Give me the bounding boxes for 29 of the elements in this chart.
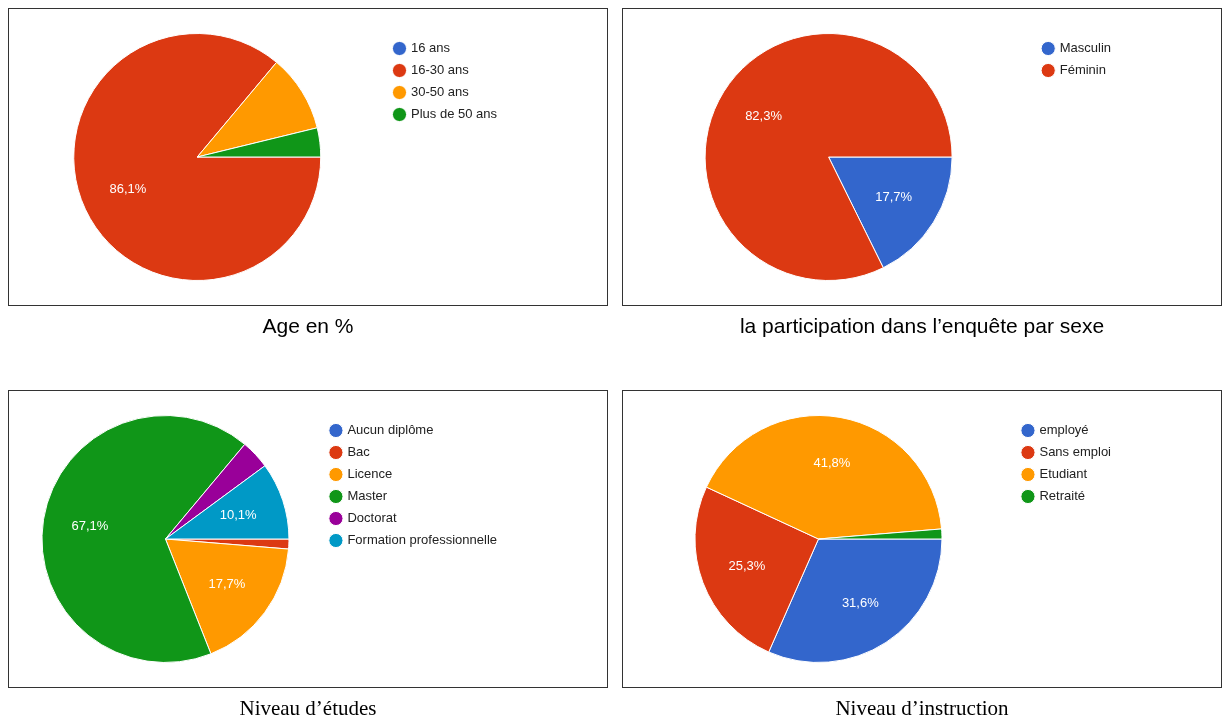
legend-label: Retraité xyxy=(1039,488,1085,504)
data-label: 17,7% xyxy=(875,189,913,204)
legend-label: Formation professionnelle xyxy=(347,532,497,548)
legend-label: Doctorat xyxy=(347,510,397,526)
data-label: 82,3% xyxy=(745,108,783,124)
legend-label: Féminin xyxy=(1059,62,1106,78)
legend-label: Sans emploi xyxy=(1039,444,1112,460)
legend-label: Aucun diplôme xyxy=(347,422,434,438)
legend-label: employé xyxy=(1039,422,1089,438)
data-label: 31,6% xyxy=(841,594,880,610)
data-label: 41,8% xyxy=(813,455,851,471)
legend-label: Etudiant xyxy=(1039,466,1088,482)
text: la participation dans l’enquête par sexe xyxy=(738,314,1106,338)
text: Niveau d’études xyxy=(238,696,378,720)
data-label: 25,3% xyxy=(728,557,766,573)
legend-label: Plus de 50 ans xyxy=(411,106,498,122)
legend-label: 30-50 ans xyxy=(411,84,470,100)
text: Age en % xyxy=(261,314,355,338)
text: Niveau d’instruction xyxy=(834,696,1010,720)
legend-label: 16 ans xyxy=(411,40,451,56)
data-label: 17,7% xyxy=(208,576,246,592)
legend-label: Master xyxy=(347,488,388,504)
data-label: 10,1% xyxy=(219,506,258,522)
legend-label: 16-30 ans xyxy=(411,62,470,78)
legend-label: Masculin xyxy=(1059,40,1111,56)
data-label: 86,1% xyxy=(109,180,147,196)
legend-label: Bac xyxy=(347,444,371,460)
legend-label: Licence xyxy=(347,466,393,482)
data-label: 67,1% xyxy=(71,518,109,534)
